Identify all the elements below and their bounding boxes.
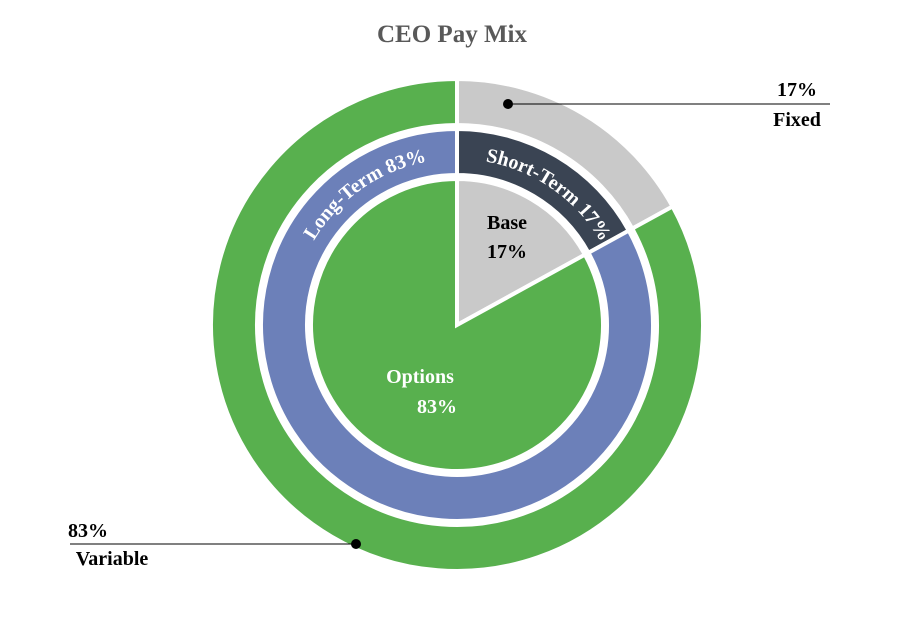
category-label: Options <box>386 366 454 388</box>
leader-dot <box>503 99 513 109</box>
category-label: Base <box>487 212 527 234</box>
chart-title: CEO Pay Mix <box>377 21 527 48</box>
pie-segment <box>209 76 705 573</box>
pie-segment <box>455 176 588 329</box>
category-label: Fixed <box>773 109 821 131</box>
value-label: 83% <box>68 520 108 542</box>
pie-segment <box>259 126 655 523</box>
value-label: 17% <box>487 241 527 263</box>
leader-dot <box>351 539 361 549</box>
category-label: Variable <box>76 548 149 570</box>
pie-segment <box>309 176 605 473</box>
value-label: 17% <box>777 79 817 101</box>
value-label: 83% <box>417 396 457 418</box>
